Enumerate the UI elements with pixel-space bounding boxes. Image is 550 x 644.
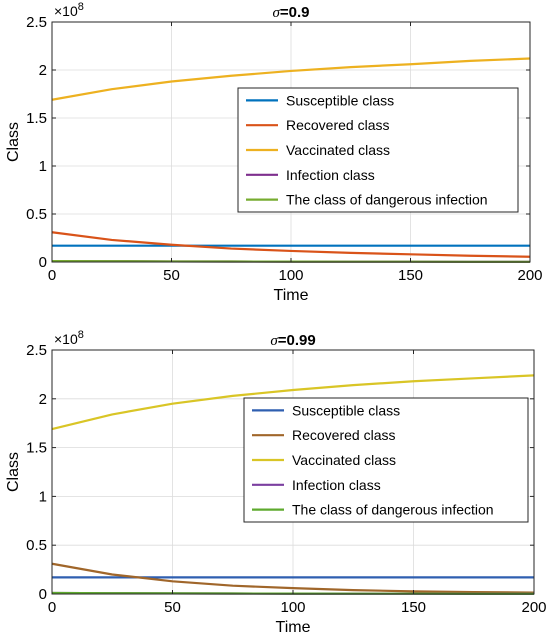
x-tick-label: 50: [163, 267, 180, 284]
title-value: =0.99: [278, 332, 316, 349]
x-tick-label: 150: [401, 599, 426, 616]
x-tick-label: 0: [48, 267, 56, 284]
x-axis-label: Time: [276, 619, 311, 636]
legend-box: [237, 87, 519, 213]
legend-label: Susceptible class: [286, 92, 394, 108]
x-axis-label: Time: [274, 287, 309, 304]
x-tick-label: 200: [517, 267, 542, 284]
title-value: =0.9: [280, 4, 310, 21]
title-symbol: σ: [270, 333, 278, 349]
legend-label: Vaccinated class: [286, 142, 390, 158]
y-tick-label: 0: [39, 254, 47, 271]
y-tick-label: 2.5: [26, 342, 47, 359]
legend-label: Susceptible class: [292, 402, 400, 418]
legend: Susceptible class Recovered class Vaccinat…: [237, 87, 519, 213]
x-tick-label: 150: [398, 267, 423, 284]
y-axis-label: Class: [5, 452, 22, 492]
exponent-power: 8: [78, 1, 84, 13]
y-tick-label: 1: [39, 488, 47, 505]
exponent-base: ×10: [54, 3, 78, 19]
y-tick-label: 2: [39, 391, 47, 408]
x-tick-label: 50: [164, 599, 181, 616]
x-tick-label: 0: [48, 599, 56, 616]
x-tick-label: 200: [521, 599, 546, 616]
legend-label: The class of dangerous infection: [292, 502, 494, 518]
series-line: [51, 562, 535, 594]
legend-label: Recovered class: [292, 427, 396, 443]
chart-1: 0 50 100 150 200 0 0.5 1 1.5 2 2.5 ×108 σ=0.9 Time Cla…: [5, 1, 543, 304]
series-line: [51, 374, 535, 431]
y-tick-label: 1.5: [26, 110, 47, 127]
y-axis-label: Class: [5, 122, 22, 162]
exponent-base: ×10: [54, 331, 78, 347]
x-tick-label: 100: [280, 599, 305, 616]
legend-label: Infection class: [286, 167, 375, 183]
y-tick-label: 1: [39, 158, 47, 175]
y-tick-label: 0.5: [26, 206, 47, 223]
legend-label: Infection class: [292, 477, 381, 493]
series-line: [51, 231, 531, 258]
series-line: [51, 57, 531, 101]
exponent-label: ×108: [54, 329, 84, 347]
y-tick-label: 2.5: [26, 14, 47, 31]
y-tick-label: 1.5: [26, 440, 47, 457]
chart-title: σ=0.99: [270, 332, 315, 349]
y-tick-label: 0: [39, 586, 47, 603]
legend-box: [243, 397, 529, 523]
legend-label: Recovered class: [286, 117, 390, 133]
legend-label: The class of dangerous infection: [286, 192, 488, 208]
legend: Susceptible class Recovered class Vaccinat…: [243, 397, 529, 523]
chart-title: σ=0.9: [272, 4, 309, 21]
exponent-label: ×108: [54, 1, 84, 19]
y-tick-label: 2: [39, 62, 47, 79]
y-tick-label: 0.5: [26, 537, 47, 554]
legend-label: Vaccinated class: [292, 452, 396, 468]
x-tick-label: 100: [278, 267, 303, 284]
chart-2: 0 50 100 150 200 0 0.5 1 1.5 2 2.5 ×108 σ=0.99 Time Cl…: [5, 329, 547, 636]
title-symbol: σ: [272, 5, 280, 21]
exponent-power: 8: [78, 329, 84, 341]
